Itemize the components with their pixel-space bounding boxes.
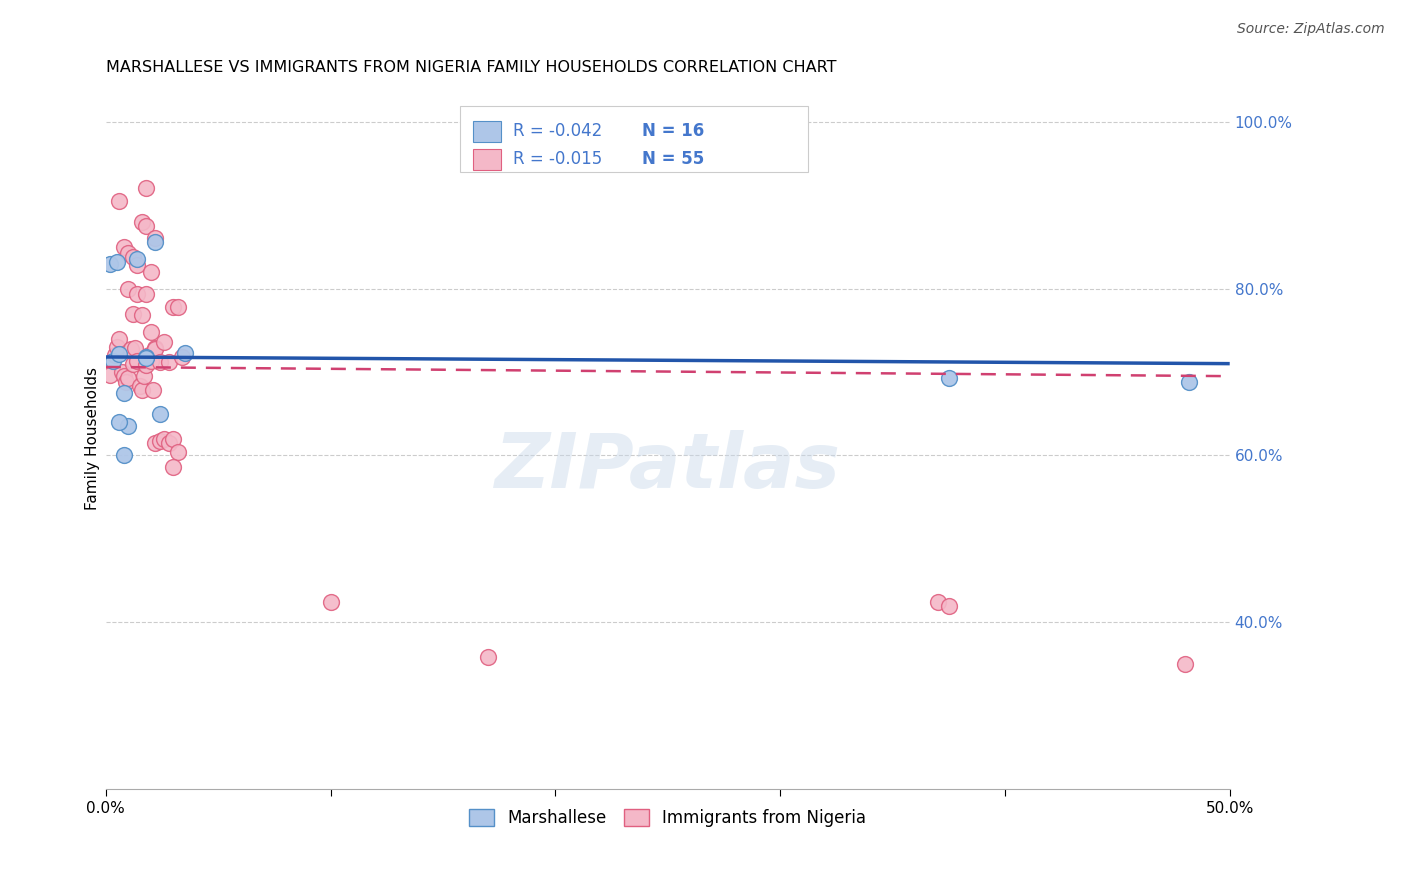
Point (110, 365, 132, 379)
Point (104, 348, 127, 362)
Text: N = 55: N = 55 (643, 150, 704, 168)
Point (112, 369, 135, 384)
Point (319, 595, 342, 609)
Point (938, 371, 960, 385)
Point (1174, 657, 1197, 671)
Point (108, 415, 131, 429)
Point (153, 432, 176, 446)
Point (121, 307, 143, 321)
Point (166, 300, 188, 314)
Point (153, 334, 176, 349)
Point (143, 341, 166, 355)
Point (112, 448, 135, 462)
Point (143, 231, 166, 245)
Bar (474, 120, 502, 142)
Point (131, 308, 153, 322)
Point (121, 357, 143, 371)
Point (108, 194, 131, 208)
Point (127, 252, 149, 267)
Text: R = -0.042: R = -0.042 (513, 122, 602, 140)
Point (139, 265, 162, 279)
Point (149, 355, 172, 369)
Point (112, 240, 135, 254)
Point (135, 359, 157, 373)
Point (172, 350, 194, 364)
FancyBboxPatch shape (460, 106, 808, 172)
Point (98, 256, 121, 270)
Bar (474, 149, 502, 169)
Point (131, 383, 153, 397)
Point (162, 300, 184, 314)
Point (117, 281, 139, 295)
Point (121, 250, 143, 264)
Point (135, 286, 157, 301)
Point (101, 354, 124, 368)
Point (927, 595, 949, 609)
Point (938, 599, 960, 613)
Point (162, 432, 184, 446)
Point (139, 325, 162, 339)
Point (166, 445, 188, 459)
Point (112, 385, 135, 400)
Point (127, 354, 149, 368)
Point (135, 180, 157, 194)
Text: ZIPatlas: ZIPatlas (495, 430, 841, 504)
Point (143, 235, 166, 249)
Point (135, 351, 157, 365)
Point (108, 332, 131, 346)
Legend: Marshallese, Immigrants from Nigeria: Marshallese, Immigrants from Nigeria (463, 802, 873, 833)
Point (128, 379, 150, 393)
Point (143, 343, 166, 357)
Point (162, 460, 184, 475)
Point (98, 368, 121, 383)
Point (127, 287, 149, 301)
Point (138, 348, 160, 362)
Point (173, 346, 195, 360)
Point (131, 215, 153, 229)
Point (1178, 375, 1201, 389)
Point (477, 650, 499, 665)
Text: Source: ZipAtlas.com: Source: ZipAtlas.com (1237, 22, 1385, 37)
Point (108, 346, 131, 360)
Point (115, 375, 138, 389)
Point (117, 419, 139, 434)
Point (105, 255, 128, 269)
Point (120, 343, 142, 357)
Point (117, 371, 139, 385)
Point (149, 434, 172, 449)
Point (127, 258, 149, 272)
Point (149, 407, 172, 421)
Point (135, 219, 157, 233)
Point (139, 354, 162, 368)
Point (135, 350, 157, 364)
Text: N = 16: N = 16 (643, 122, 704, 140)
Y-axis label: Family Households: Family Households (86, 368, 100, 510)
Point (124, 341, 146, 355)
Text: R = -0.015: R = -0.015 (513, 150, 602, 168)
Point (143, 436, 166, 450)
Point (117, 245, 139, 260)
Point (132, 369, 155, 384)
Point (105, 340, 128, 354)
Text: MARSHALLESE VS IMMIGRANTS FROM NIGERIA FAMILY HOUSEHOLDS CORRELATION CHART: MARSHALLESE VS IMMIGRANTS FROM NIGERIA F… (105, 60, 837, 75)
Point (157, 436, 180, 450)
Point (142, 384, 165, 398)
Point (157, 355, 180, 369)
